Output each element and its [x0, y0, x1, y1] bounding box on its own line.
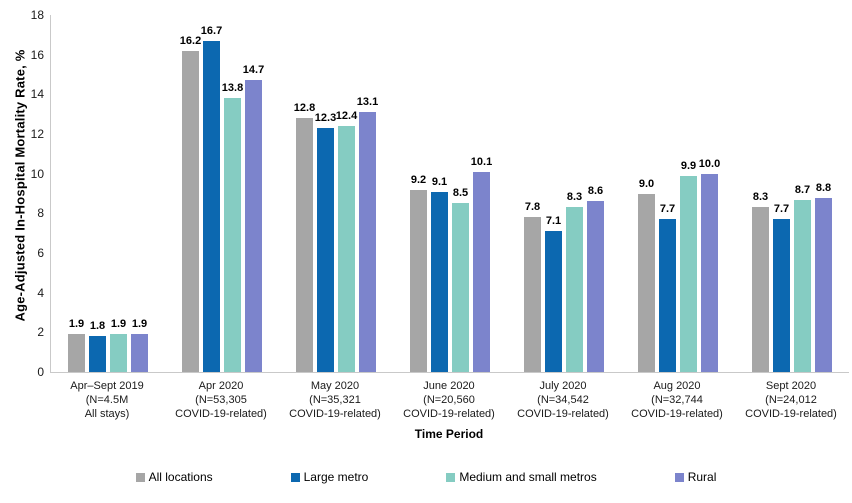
- bar-value-label: 10.0: [698, 157, 721, 170]
- bar-value-label: 8.7: [794, 183, 811, 196]
- bar: 14.7: [243, 64, 264, 372]
- bar-value-label: 1.8: [89, 320, 106, 333]
- bar: 1.9: [110, 318, 127, 372]
- bar: 10.1: [471, 156, 492, 372]
- x-tick-label: Apr 2020 (N=53,305 COVID-19-related): [175, 380, 267, 420]
- bar: 7.7: [659, 203, 676, 372]
- bar-value-label: 10.1: [470, 155, 493, 168]
- bar: 9.9: [680, 160, 697, 372]
- bar-value-label: 12.3: [314, 112, 337, 124]
- legend-swatch: [135, 472, 145, 482]
- y-tick-label: 2: [37, 325, 44, 340]
- legend-swatch: [290, 472, 300, 482]
- bar-group: 16.2 16.7 13.8 14.7: [165, 15, 279, 372]
- bar-value-label: 9.2: [410, 173, 427, 186]
- bar: 8.8: [815, 182, 832, 372]
- bar-value-label: 1.9: [110, 318, 127, 331]
- legend-item: Rural: [674, 470, 717, 484]
- bar-value-label: 16.2: [179, 34, 202, 47]
- bar: 1.9: [68, 318, 85, 372]
- bar-value-label: 13.1: [356, 96, 379, 109]
- x-tick-label: Apr–Sept 2019 (N=4.5M All stays): [70, 380, 144, 420]
- bar-value-label: 9.9: [680, 159, 697, 172]
- y-tick-label: 4: [37, 285, 44, 300]
- x-axis-tick-labels: Apr–Sept 2019 (N=4.5M All stays) Apr 2020 (N…: [50, 379, 848, 421]
- bar-value-label: 1.9: [68, 318, 85, 331]
- plot-area: 1.9 1.8 1.9 1.9 16.2 16.7 13.8 14.7 12.8 12.3 12.4…: [50, 15, 849, 373]
- bar-value-label: 1.9: [131, 318, 148, 331]
- bar-value-label: 8.6: [587, 185, 604, 198]
- bar-value-label: 8.3: [566, 191, 583, 204]
- bar-value-label: 8.8: [815, 181, 832, 194]
- bar: 7.8: [524, 201, 541, 372]
- x-tick-label: Aug 2020 (N=32,744 COVID-19-related): [631, 380, 723, 420]
- x-axis-title: Time Period: [414, 427, 484, 441]
- legend-label: Medium and small metros: [459, 470, 597, 484]
- bar: 12.8: [294, 102, 315, 372]
- y-tick-label: 6: [37, 246, 44, 260]
- bar-group: 9.0 7.7 9.9 10.0: [621, 15, 735, 372]
- bar: 7.7: [773, 203, 790, 372]
- bar: 9.0: [638, 178, 655, 372]
- bar-value-label: 7.1: [545, 215, 562, 228]
- bar: 12.3: [315, 112, 336, 372]
- bar: 8.3: [752, 191, 769, 372]
- bar-value-label: 13.8: [221, 82, 244, 95]
- bar-value-label: 7.8: [524, 201, 541, 214]
- bar: 10.0: [699, 158, 720, 372]
- bar: 8.3: [566, 191, 583, 372]
- y-tick-label: 8: [37, 206, 44, 221]
- bar-group: 12.8 12.3 12.4 13.1: [279, 15, 393, 372]
- legend-label: All locations: [148, 470, 213, 484]
- y-tick-label: 16: [30, 47, 44, 62]
- bar-value-label: 7.7: [773, 203, 790, 216]
- bar: 9.2: [410, 174, 427, 372]
- bar-group: 9.2 9.1 8.5 10.1: [393, 15, 507, 372]
- x-tick-label: Sept 2020 (N=24,012 COVID-19-related): [745, 380, 837, 420]
- y-tick-label: 14: [30, 87, 44, 102]
- y-tick-label: 0: [37, 365, 44, 379]
- bar: 13.8: [222, 82, 243, 372]
- legend-label: Large metro: [303, 470, 369, 484]
- bar-value-label: 12.8: [293, 102, 316, 115]
- bar-group: 1.9 1.8 1.9 1.9: [51, 15, 165, 372]
- legend-item: Large metro: [290, 470, 369, 484]
- bar: 8.6: [587, 185, 604, 372]
- bar: 9.1: [431, 176, 448, 372]
- x-tick-label: July 2020 (N=34,542 COVID-19-related): [517, 380, 609, 420]
- legend-item: All locations: [135, 470, 213, 484]
- bar: 8.5: [452, 187, 469, 372]
- bar-value-label: 9.0: [638, 177, 655, 190]
- bar-value-label: 12.4: [335, 110, 358, 123]
- bar-group: 8.3 7.7 8.7 8.8: [735, 15, 849, 372]
- legend: All locations Large metro Medium and small…: [0, 470, 852, 484]
- legend-item: Medium and small metros: [446, 470, 597, 484]
- bar: 7.1: [545, 215, 562, 372]
- legend-label: Rural: [687, 470, 717, 484]
- x-tick-label: June 2020 (N=20,560 COVID-19-related): [403, 380, 495, 420]
- bar: 1.8: [89, 320, 106, 372]
- bar: 16.2: [180, 35, 201, 372]
- bar: 13.1: [357, 96, 378, 372]
- y-tick-label: 12: [30, 127, 44, 141]
- x-tick-label: May 2020 (N=35,321 COVID-19-related): [289, 380, 381, 420]
- bar: 1.9: [131, 318, 148, 372]
- y-tick-label: 18: [30, 8, 44, 22]
- bar-value-label: 8.3: [752, 191, 769, 204]
- bar-group: 7.8 7.1 8.3 8.6: [507, 15, 621, 372]
- bar-value-label: 9.1: [431, 175, 448, 188]
- bar-value-label: 14.7: [242, 64, 265, 77]
- bar-value-label: 16.7: [200, 24, 223, 37]
- bar: 16.7: [201, 25, 222, 372]
- legend-swatch: [446, 472, 456, 482]
- y-tick-label: 10: [30, 166, 44, 181]
- bar-value-label: 7.7: [659, 203, 676, 216]
- bar: 8.7: [794, 184, 811, 372]
- legend-swatch: [674, 472, 684, 482]
- bar-value-label: 8.5: [452, 187, 469, 200]
- bar: 12.4: [336, 110, 357, 372]
